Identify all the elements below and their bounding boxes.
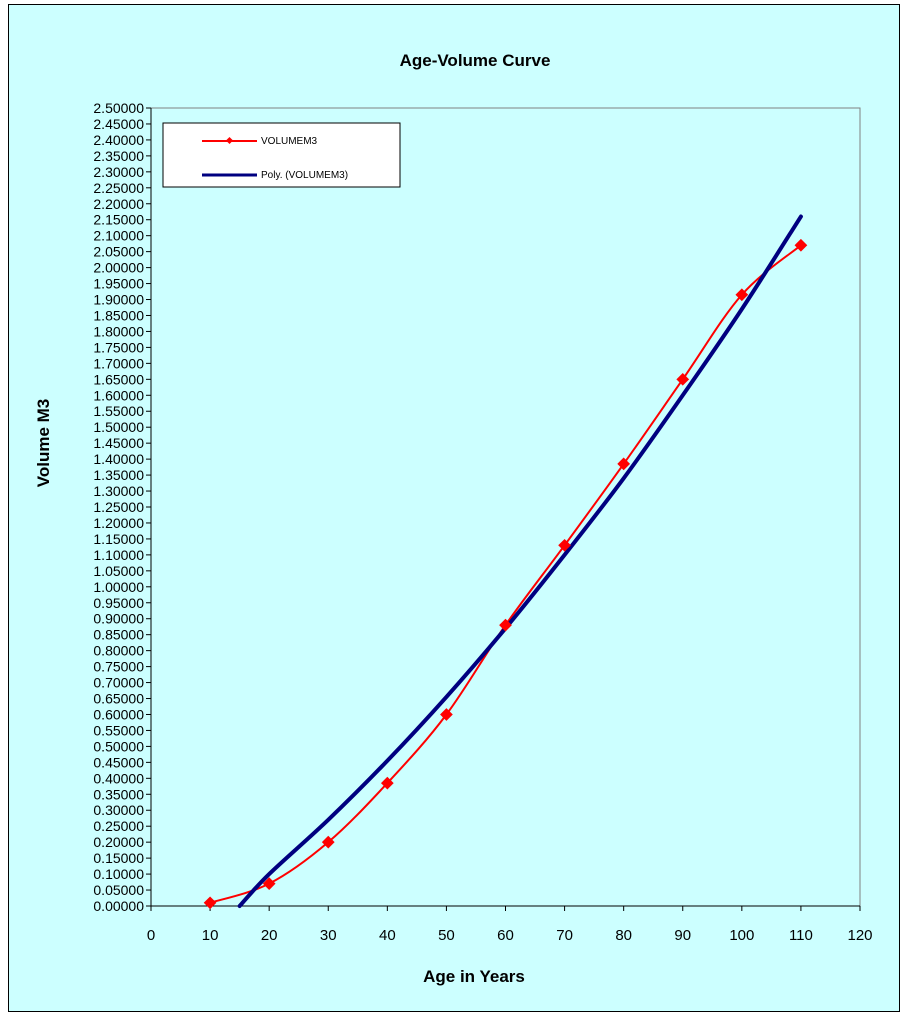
y-tick-label: 0.55000 <box>93 722 144 738</box>
y-axis: 0.000000.050000.100000.150000.200000.250… <box>93 100 152 914</box>
x-tick-label: 0 <box>147 927 155 944</box>
y-tick-label: 1.45000 <box>93 435 144 451</box>
y-tick-label: 1.80000 <box>93 323 144 339</box>
y-tick-label: 0.35000 <box>93 786 144 802</box>
trendline-poly-volumem3 <box>237 214 803 908</box>
y-tick-label: 0.40000 <box>93 770 144 786</box>
x-tick-label: 80 <box>615 927 632 944</box>
legend-label-poly: Poly. (VOLUMEM3) <box>261 170 348 181</box>
x-tick-label: 40 <box>379 927 396 944</box>
y-tick-label: 0.70000 <box>93 675 144 691</box>
x-tick-label: 50 <box>438 927 455 944</box>
y-tick-label: 2.45000 <box>93 116 144 132</box>
x-axis-title: Age in Years <box>423 967 525 986</box>
y-tick-label: 0.50000 <box>93 738 144 754</box>
y-tick-label: 1.95000 <box>93 276 144 292</box>
y-tick-label: 2.35000 <box>93 148 144 164</box>
chart-svg: Age-Volume Curve Volume M3 Age in Years … <box>34 51 873 986</box>
y-tick-label: 0.30000 <box>93 802 144 818</box>
y-tick-label: 1.70000 <box>93 355 144 371</box>
x-tick-label: 100 <box>729 927 754 944</box>
x-axis: 0 10 20 30 40 50 60 70 80 90 100 110 120 <box>147 905 873 944</box>
legend-label-volumem3: VOLUMEM3 <box>261 136 318 147</box>
y-tick-label: 0.20000 <box>93 834 144 850</box>
chart-area: Age-Volume Curve Volume M3 Age in Years … <box>8 4 900 1012</box>
y-tick-label: 2.05000 <box>93 244 144 260</box>
y-tick-label: 0.10000 <box>93 866 144 882</box>
y-tick-label: 1.05000 <box>93 563 144 579</box>
x-tick-label: 20 <box>261 927 278 944</box>
x-tick-label: 120 <box>847 927 872 944</box>
y-tick-label: 0.90000 <box>93 611 144 627</box>
y-tick-label: 1.50000 <box>93 419 144 435</box>
legend-marker-volumem3 <box>225 136 234 145</box>
y-tick-label: 1.10000 <box>93 547 144 563</box>
y-tick-label: 2.10000 <box>93 228 144 244</box>
y-tick-label: 1.75000 <box>93 339 144 355</box>
y-tick-label: 0.15000 <box>93 850 144 866</box>
y-tick-label: 1.40000 <box>93 451 144 467</box>
y-tick-label: 1.20000 <box>93 515 144 531</box>
y-tick-label: 0.80000 <box>93 643 144 659</box>
y-tick-label: 0.65000 <box>93 691 144 707</box>
x-tick-label: 90 <box>674 927 691 944</box>
y-tick-label: 1.00000 <box>93 579 144 595</box>
y-tick-label: 1.15000 <box>93 531 144 547</box>
y-tick-label: 1.65000 <box>93 371 144 387</box>
y-tick-label: 0.85000 <box>93 627 144 643</box>
y-tick-label: 2.15000 <box>93 212 144 228</box>
y-tick-label: 2.30000 <box>93 164 144 180</box>
plot-area <box>150 107 861 907</box>
y-tick-label: 0.45000 <box>93 754 144 770</box>
y-tick-label: 0.60000 <box>93 706 144 722</box>
y-tick-label: 1.55000 <box>93 403 144 419</box>
y-tick-label: 2.20000 <box>93 196 144 212</box>
y-tick-label: 1.90000 <box>93 292 144 308</box>
y-tick-label: 0.75000 <box>93 659 144 675</box>
x-tick-label: 10 <box>202 927 219 944</box>
legend: VOLUMEM3 Poly. (VOLUMEM3) <box>162 122 401 188</box>
y-tick-label: 1.85000 <box>93 307 144 323</box>
x-tick-label: 70 <box>556 927 573 944</box>
y-tick-label: 0.95000 <box>93 595 144 611</box>
y-tick-label: 2.50000 <box>93 100 144 116</box>
data-point-volumem3 <box>262 877 276 891</box>
y-tick-label: 0.05000 <box>93 882 144 898</box>
x-tick-label: 60 <box>497 927 514 944</box>
y-axis-title: Volume M3 <box>34 399 53 487</box>
x-tick-label: 30 <box>320 927 337 944</box>
y-tick-label: 1.30000 <box>93 483 144 499</box>
y-tick-label: 2.25000 <box>93 180 144 196</box>
x-tick-label: 110 <box>789 927 813 944</box>
y-tick-label: 0.00000 <box>93 898 144 914</box>
y-tick-label: 1.60000 <box>93 387 144 403</box>
y-tick-label: 1.35000 <box>93 467 144 483</box>
chart-title: Age-Volume Curve <box>400 51 551 70</box>
y-tick-label: 2.40000 <box>93 132 144 148</box>
y-tick-label: 2.00000 <box>93 260 144 276</box>
y-tick-label: 0.25000 <box>93 818 144 834</box>
y-tick-label: 1.25000 <box>93 499 144 515</box>
